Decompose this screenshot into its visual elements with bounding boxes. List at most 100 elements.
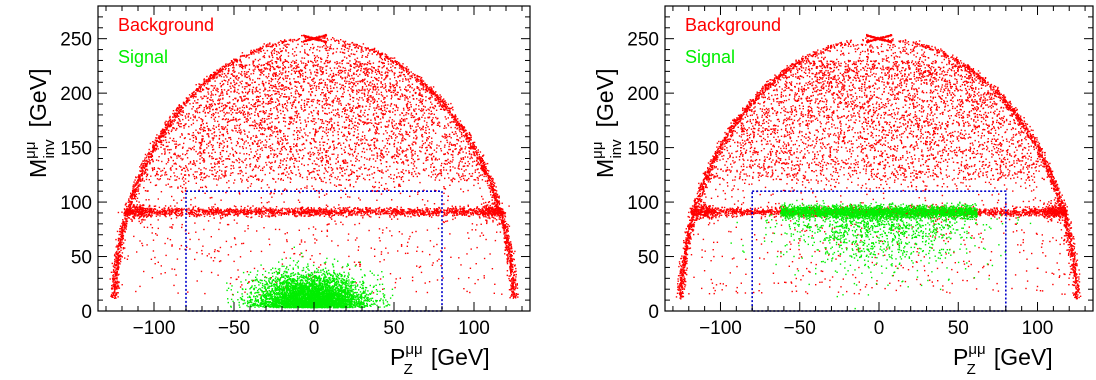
point	[452, 154, 454, 156]
point	[408, 81, 410, 83]
point	[261, 72, 263, 74]
point	[294, 99, 296, 101]
point	[367, 61, 369, 64]
point	[206, 106, 209, 109]
point	[287, 66, 290, 69]
point	[356, 129, 359, 131]
point	[364, 88, 366, 91]
point	[346, 208, 349, 210]
point	[233, 161, 235, 164]
point	[229, 85, 231, 88]
point	[235, 130, 237, 132]
point	[374, 117, 376, 120]
point	[221, 173, 223, 175]
point	[268, 73, 270, 75]
point	[409, 101, 411, 104]
point	[275, 61, 278, 63]
point	[322, 92, 324, 94]
point	[435, 99, 437, 102]
point	[275, 65, 278, 68]
point	[324, 107, 326, 110]
point	[290, 121, 293, 123]
point	[384, 86, 387, 89]
point	[463, 170, 465, 172]
point	[294, 158, 297, 160]
point	[189, 160, 192, 163]
point	[170, 148, 172, 151]
point	[121, 284, 123, 286]
point	[339, 69, 341, 71]
point	[320, 73, 322, 76]
point	[440, 108, 443, 110]
point	[394, 72, 396, 74]
point	[212, 173, 214, 176]
point	[211, 99, 214, 101]
point	[215, 108, 217, 111]
point	[185, 182, 187, 184]
point	[419, 83, 421, 85]
point	[392, 84, 394, 86]
point	[202, 149, 205, 152]
point	[283, 133, 285, 135]
point	[408, 107, 411, 109]
point	[388, 135, 391, 137]
point	[428, 281, 431, 283]
point	[389, 273, 392, 275]
point	[394, 89, 396, 91]
point	[192, 173, 194, 176]
point	[389, 87, 392, 89]
point	[407, 252, 409, 254]
point	[352, 155, 354, 157]
point	[350, 160, 352, 162]
point	[276, 58, 278, 60]
point	[224, 126, 227, 128]
point	[171, 195, 173, 198]
point	[208, 128, 210, 130]
point	[370, 119, 372, 121]
point	[220, 218, 222, 220]
point	[308, 158, 310, 160]
point	[347, 152, 350, 155]
point	[436, 118, 438, 120]
point	[317, 158, 320, 160]
point	[224, 173, 226, 175]
point	[413, 108, 415, 111]
point	[351, 170, 353, 173]
point	[314, 71, 316, 73]
point	[373, 76, 376, 79]
point	[329, 46, 331, 48]
point	[200, 142, 203, 144]
point	[430, 166, 432, 168]
point	[279, 130, 281, 132]
point	[294, 85, 296, 87]
point	[327, 155, 330, 157]
point	[167, 131, 170, 134]
point	[267, 75, 270, 78]
point	[337, 62, 339, 64]
point	[222, 97, 224, 99]
point	[174, 119, 176, 121]
point	[328, 61, 330, 64]
point	[289, 146, 292, 148]
point	[270, 277, 272, 279]
point	[385, 91, 388, 93]
point	[344, 159, 346, 161]
point	[373, 145, 376, 147]
point	[362, 89, 364, 91]
point	[416, 136, 418, 138]
point	[419, 146, 421, 148]
point	[319, 119, 322, 121]
point	[204, 149, 206, 151]
point	[318, 169, 320, 172]
point	[326, 230, 329, 232]
point	[202, 245, 204, 247]
point	[351, 164, 353, 166]
point	[363, 72, 366, 75]
point	[306, 176, 308, 178]
point	[392, 62, 395, 64]
point	[384, 72, 386, 74]
point	[311, 120, 313, 123]
point	[509, 289, 512, 291]
point	[227, 72, 230, 74]
point	[335, 185, 338, 187]
